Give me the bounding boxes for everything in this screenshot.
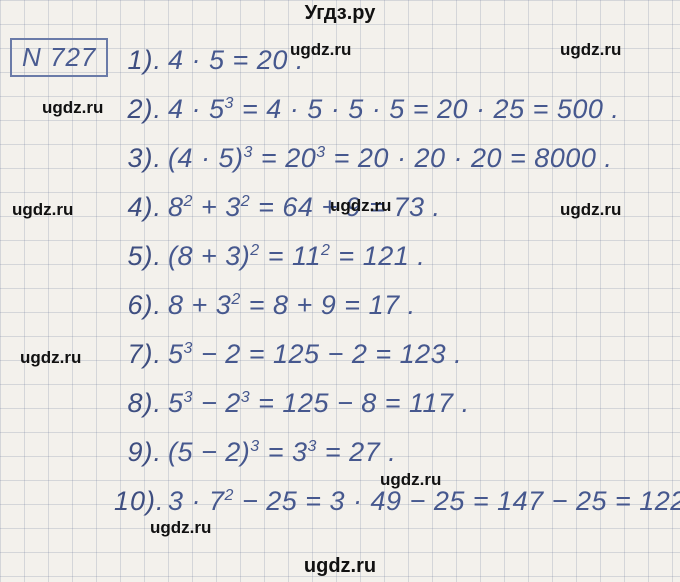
line-expression: (5 − 2)3 = 33 = 27 . — [168, 437, 396, 468]
paper-background: Угдз.ру N 727 1). 4 · 5 = 20 . 2). 4 · 5… — [0, 0, 680, 582]
solution-line: 7). 53 − 2 = 125 − 2 = 123 . — [114, 330, 670, 379]
solution-lines: 1). 4 · 5 = 20 . 2). 4 · 53 = 4 · 5 · 5 … — [114, 36, 670, 526]
line-expression: 82 + 32 = 64 + 9 = 73 . — [168, 192, 441, 223]
watermark-text: ugdz.ru — [560, 200, 621, 220]
solution-line: 5). (8 + 3)2 = 112 = 121 . — [114, 232, 670, 281]
problem-number-box: N 727 — [10, 38, 108, 77]
line-expression: 8 + 32 = 8 + 9 = 17 . — [168, 290, 416, 321]
watermark-text: ugdz.ru — [42, 98, 103, 118]
line-expression: 53 − 2 = 125 − 2 = 123 . — [168, 339, 462, 370]
line-number: 1). — [114, 45, 168, 76]
page-title: Угдз.ру — [0, 2, 680, 25]
page-footer: ugdz.ru — [0, 555, 680, 578]
line-number: 5). — [114, 241, 168, 272]
line-number: 8). — [114, 388, 168, 419]
watermark-text: ugdz.ru — [290, 40, 351, 60]
line-expression: (8 + 3)2 = 112 = 121 . — [168, 241, 425, 272]
line-expression: 53 − 23 = 125 − 8 = 117 . — [168, 388, 470, 419]
line-number: 2). — [114, 94, 168, 125]
line-number: 4). — [114, 192, 168, 223]
watermark-text: ugdz.ru — [380, 470, 441, 490]
line-number: 6). — [114, 290, 168, 321]
solution-line: 2). 4 · 53 = 4 · 5 · 5 · 5 = 20 · 25 = 5… — [114, 85, 670, 134]
line-number: 10). — [114, 486, 168, 517]
solution-line: 8). 53 − 23 = 125 − 8 = 117 . — [114, 379, 670, 428]
line-number: 7). — [114, 339, 168, 370]
solution-line: 6). 8 + 32 = 8 + 9 = 17 . — [114, 281, 670, 330]
watermark-text: ugdz.ru — [20, 348, 81, 368]
watermark-text: ugdz.ru — [150, 518, 211, 538]
line-number: 9). — [114, 437, 168, 468]
watermark-text: ugdz.ru — [560, 40, 621, 60]
line-number: 3). — [114, 143, 168, 174]
line-expression: 4 · 53 = 4 · 5 · 5 · 5 = 20 · 25 = 500 . — [168, 94, 619, 125]
watermark-text: ugdz.ru — [12, 200, 73, 220]
solution-line: 3). (4 · 5)3 = 203 = 20 · 20 · 20 = 8000… — [114, 134, 670, 183]
line-expression: (4 · 5)3 = 203 = 20 · 20 · 20 = 8000 . — [168, 143, 612, 174]
watermark-text: ugdz.ru — [330, 196, 391, 216]
line-expression: 4 · 5 = 20 . — [168, 45, 304, 76]
line-expression: 3 · 72 − 25 = 3 · 49 − 25 = 147 − 25 = 1… — [168, 486, 680, 517]
